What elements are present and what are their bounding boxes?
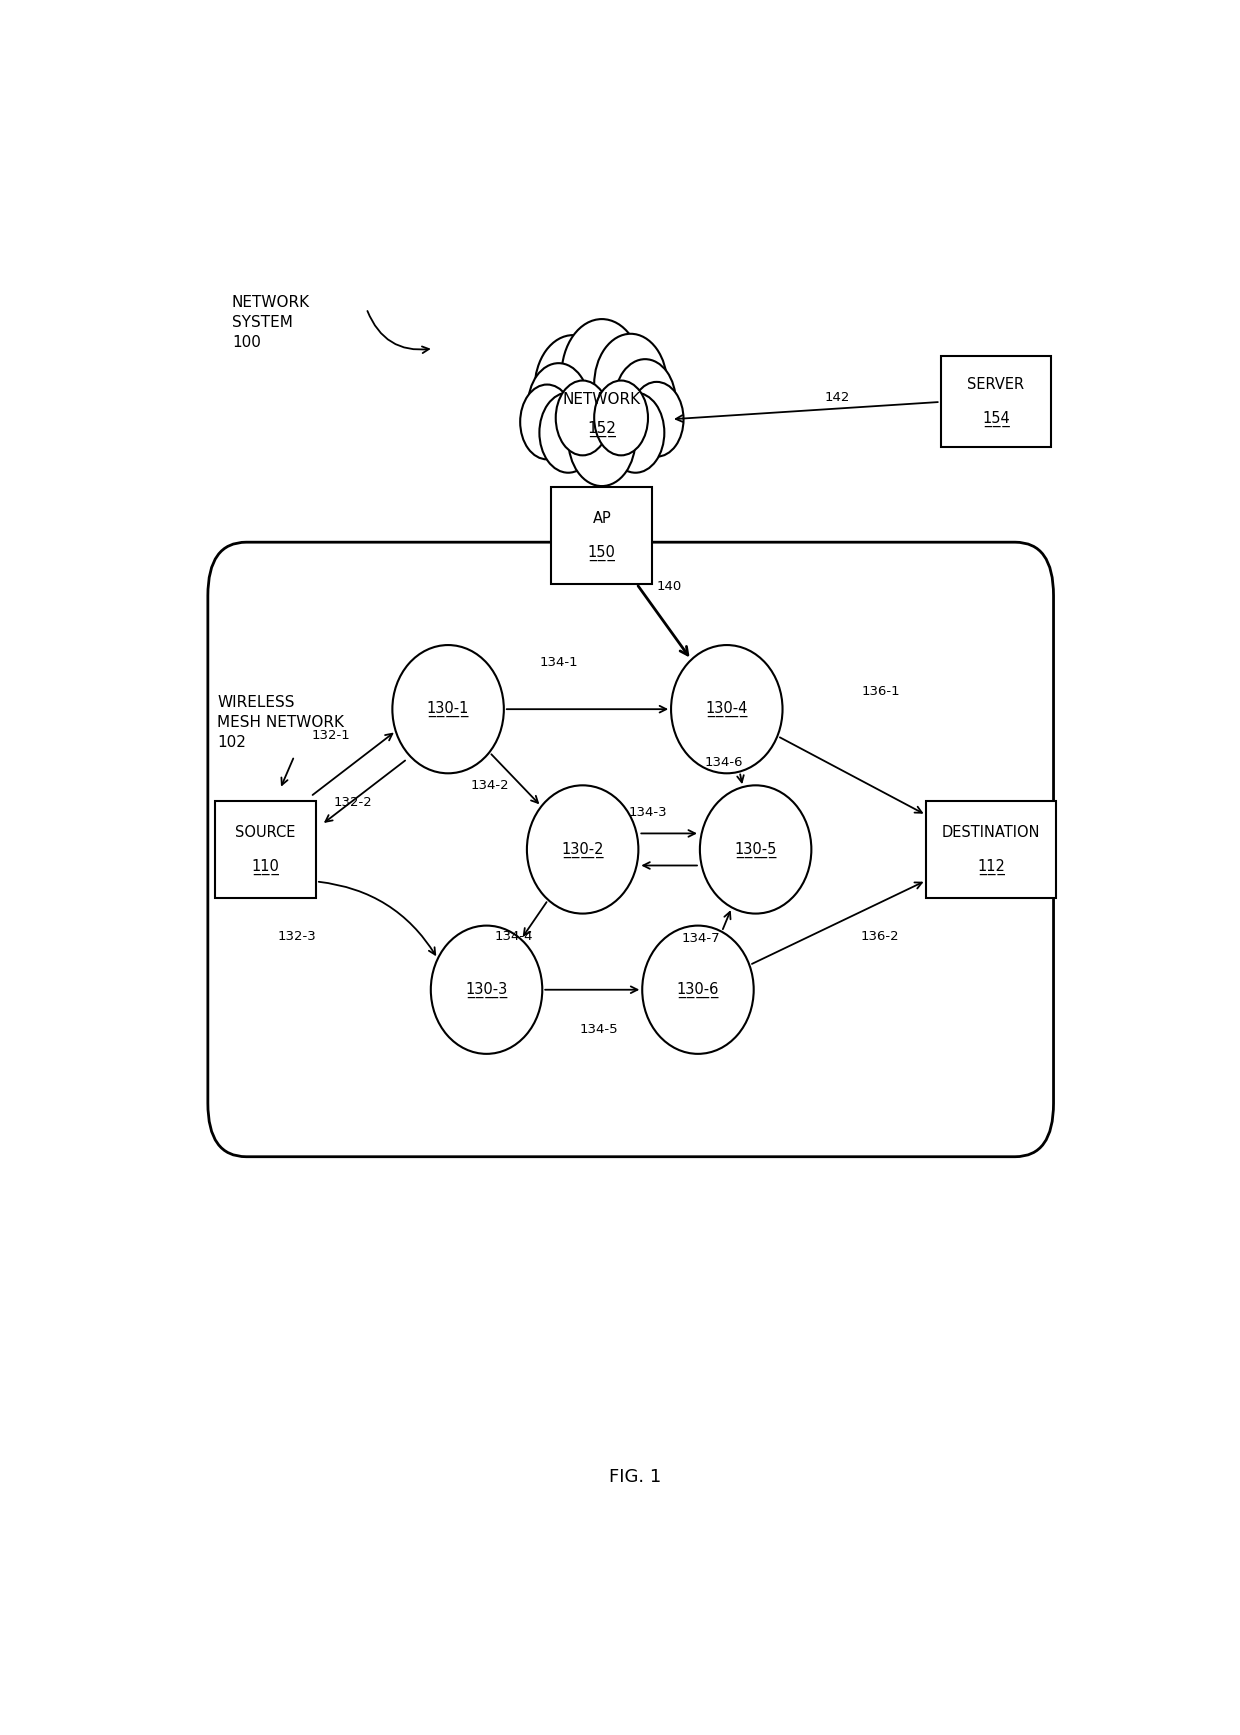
- Circle shape: [594, 333, 667, 435]
- Text: 134-5: 134-5: [579, 1024, 619, 1036]
- Text: 1̲3̲0̲-̲4̲: 1̲3̲0̲-̲4̲: [706, 701, 748, 717]
- Text: 1̲3̲0̲-̲6̲: 1̲3̲0̲-̲6̲: [677, 982, 719, 998]
- Text: 140: 140: [656, 579, 682, 593]
- FancyBboxPatch shape: [926, 802, 1056, 897]
- FancyBboxPatch shape: [215, 802, 316, 897]
- Circle shape: [521, 385, 574, 460]
- Text: 132-1: 132-1: [311, 729, 350, 743]
- Circle shape: [539, 392, 598, 472]
- Text: 142: 142: [825, 392, 849, 404]
- Text: 132-2: 132-2: [334, 796, 372, 809]
- FancyBboxPatch shape: [208, 541, 1054, 1157]
- Text: 134-6: 134-6: [704, 756, 743, 769]
- Ellipse shape: [642, 925, 754, 1053]
- Text: 1̲1̲2̲: 1̲1̲2̲: [977, 859, 1004, 874]
- Circle shape: [562, 319, 642, 432]
- Text: SOURCE: SOURCE: [236, 824, 295, 840]
- Circle shape: [594, 380, 649, 455]
- Text: 1̲1̲0̲: 1̲1̲0̲: [252, 859, 279, 874]
- Text: 1̲3̲0̲-̲1̲: 1̲3̲0̲-̲1̲: [427, 701, 469, 717]
- Text: NETWORK
SYSTEM
100: NETWORK SYSTEM 100: [232, 295, 310, 350]
- Text: DESTINATION: DESTINATION: [942, 824, 1040, 840]
- Text: 134-1: 134-1: [539, 656, 578, 670]
- Text: 134-2: 134-2: [470, 779, 508, 791]
- Text: 134-4: 134-4: [495, 930, 533, 942]
- Text: 136-2: 136-2: [861, 930, 899, 942]
- Ellipse shape: [527, 786, 639, 914]
- Text: 132-3: 132-3: [278, 930, 316, 942]
- Text: 1̲3̲0̲-̲3̲: 1̲3̲0̲-̲3̲: [465, 982, 507, 998]
- Ellipse shape: [699, 786, 811, 914]
- Text: WIRELESS
MESH NETWORK
102: WIRELESS MESH NETWORK 102: [217, 696, 345, 750]
- Circle shape: [606, 392, 665, 472]
- Text: 1̲5̲2̲: 1̲5̲2̲: [588, 420, 616, 437]
- Text: 136-1: 136-1: [862, 685, 900, 697]
- Circle shape: [614, 359, 676, 444]
- Text: 1̲3̲0̲-̲5̲: 1̲3̲0̲-̲5̲: [734, 841, 776, 857]
- Ellipse shape: [430, 925, 542, 1053]
- Circle shape: [528, 363, 589, 449]
- Ellipse shape: [392, 645, 503, 774]
- Text: FIG. 1: FIG. 1: [609, 1468, 662, 1487]
- Text: AP: AP: [593, 510, 611, 526]
- Circle shape: [534, 335, 611, 442]
- Text: 1̲5̲0̲: 1̲5̲0̲: [588, 545, 616, 560]
- Text: 1̲3̲0̲-̲2̲: 1̲3̲0̲-̲2̲: [562, 841, 604, 857]
- Text: NETWORK: NETWORK: [563, 392, 641, 406]
- Circle shape: [630, 382, 683, 456]
- Circle shape: [556, 380, 610, 455]
- Text: 134-7: 134-7: [682, 932, 720, 946]
- Circle shape: [568, 392, 635, 486]
- Text: SERVER: SERVER: [967, 376, 1024, 392]
- FancyBboxPatch shape: [552, 488, 652, 583]
- Text: 1̲5̲4̲: 1̲5̲4̲: [982, 411, 1009, 427]
- Ellipse shape: [671, 645, 782, 774]
- Text: 134-3: 134-3: [629, 805, 667, 819]
- FancyBboxPatch shape: [941, 356, 1052, 448]
